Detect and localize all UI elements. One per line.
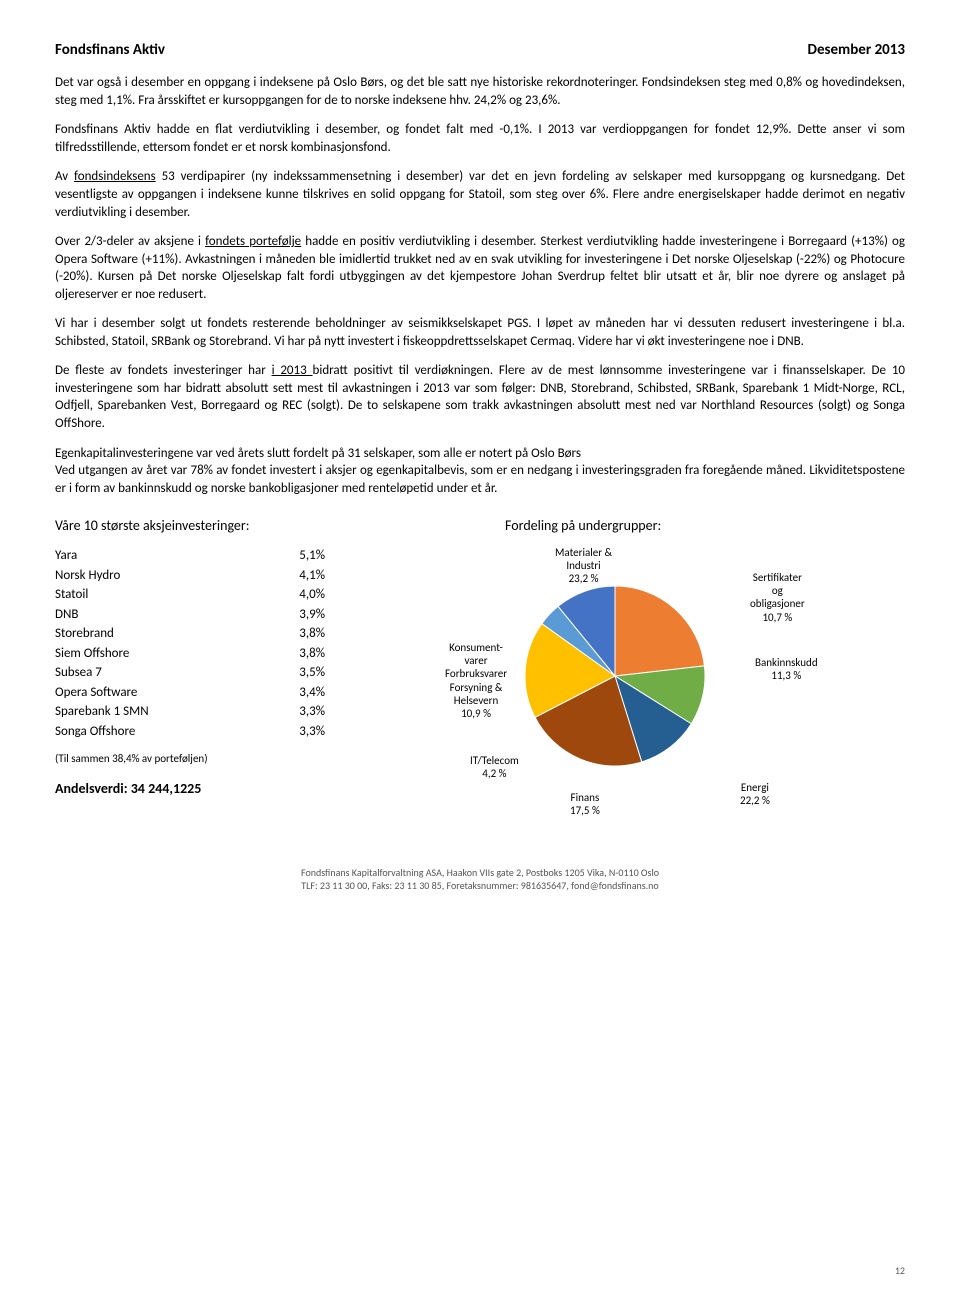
pie-label: Sertifikaterogobligasjoner10,7 % — [750, 571, 805, 624]
p3-post: 53 verdipapirer (ny indekssammensetning … — [55, 169, 905, 219]
footer-line1: Fondsfinans Kapitalforvaltning ASA, Haak… — [55, 866, 905, 879]
paragraph-3: Av fondsindeksens 53 verdipapirer (ny in… — [55, 168, 905, 221]
investment-pct: 4,0% — [243, 585, 355, 605]
pie-chart: Materialer &Industri23,2 % Sertifikaterog… — [395, 546, 835, 826]
investment-pct: 3,3% — [243, 702, 355, 722]
table-row: Yara5,1% — [55, 546, 355, 566]
investment-name: Opera Software — [55, 683, 243, 703]
pie-label: Finans17,5 % — [570, 791, 600, 817]
pie-label: Energi22,2 % — [740, 781, 770, 807]
investment-name: Yara — [55, 546, 243, 566]
investment-name: Norsk Hydro — [55, 566, 243, 586]
page-number: 12 — [895, 1264, 905, 1278]
pie-slice — [615, 586, 704, 676]
p3-pre: Av — [55, 169, 74, 184]
paragraph-5: Vi har i desember solgt ut fondets reste… — [55, 315, 905, 350]
p3-underline: fondsindeksens — [74, 169, 156, 184]
footer-line2: TLF: 23 11 30 00, Faks: 23 11 30 85, For… — [55, 879, 905, 892]
investment-name: Siem Offshore — [55, 644, 243, 664]
investment-name: DNB — [55, 605, 243, 625]
data-section: Våre 10 største aksjeinvesteringer: Yara… — [55, 517, 905, 826]
paragraph-2: Fondsfinans Aktiv hadde en flat verdiutv… — [55, 121, 905, 156]
investment-name: Statoil — [55, 585, 243, 605]
paragraph-6: De fleste av fondets investeringer har i… — [55, 362, 905, 432]
investment-pct: 5,1% — [243, 546, 355, 566]
table-row: Sparebank 1 SMN3,3% — [55, 702, 355, 722]
investment-pct: 3,4% — [243, 683, 355, 703]
investment-pct: 3,8% — [243, 644, 355, 664]
page-header: Fondsfinans Aktiv Desember 2013 — [55, 40, 905, 60]
pie-svg — [515, 576, 715, 776]
page-footer: Fondsfinans Kapitalforvaltning ASA, Haak… — [55, 866, 905, 892]
investments-note: (Til sammen 38,4% av porteføljen) — [55, 752, 355, 767]
investment-name: Sparebank 1 SMN — [55, 702, 243, 722]
investment-pct: 4,1% — [243, 566, 355, 586]
doc-date: Desember 2013 — [808, 40, 905, 60]
p6-underline: i 2013 — [272, 363, 313, 378]
pie-column: Fordeling på undergrupper: Materialer &I… — [395, 517, 905, 826]
investments-table: Yara5,1%Norsk Hydro4,1%Statoil4,0%DNB3,9… — [55, 546, 355, 741]
pie-label: IT/Telecom4,2 % — [470, 754, 519, 780]
investments-column: Våre 10 største aksjeinvesteringer: Yara… — [55, 517, 355, 826]
paragraph-7: Egenkapitalinvesteringene var ved årets … — [55, 445, 905, 463]
investment-name: Storebrand — [55, 624, 243, 644]
p6-pre: De fleste av fondets investeringer har — [55, 363, 272, 378]
investment-pct: 3,5% — [243, 663, 355, 683]
p4-underline: fondets portefølje — [205, 234, 301, 249]
doc-title: Fondsfinans Aktiv — [55, 40, 165, 60]
table-row: Opera Software3,4% — [55, 683, 355, 703]
pie-label: Konsument-varerForbruksvarerForsyning &H… — [445, 641, 507, 720]
investment-pct: 3,9% — [243, 605, 355, 625]
paragraph-1: Det var også i desember en oppgang i ind… — [55, 74, 905, 109]
table-row: Siem Offshore3,8% — [55, 644, 355, 664]
pie-label: Bankinnskudd11,3 % — [755, 656, 818, 682]
paragraph-8: Ved utgangen av året var 78% av fondet i… — [55, 462, 905, 497]
paragraph-4: Over 2/3-deler av aksjene i fondets port… — [55, 233, 905, 303]
table-row: Subsea 73,5% — [55, 663, 355, 683]
table-row: Songa Offshore3,3% — [55, 722, 355, 742]
investments-title: Våre 10 største aksjeinvesteringer: — [55, 517, 355, 536]
table-row: Statoil4,0% — [55, 585, 355, 605]
table-row: Storebrand3,8% — [55, 624, 355, 644]
investment-name: Subsea 7 — [55, 663, 243, 683]
table-row: Norsk Hydro4,1% — [55, 566, 355, 586]
investment-pct: 3,3% — [243, 722, 355, 742]
investment-pct: 3,8% — [243, 624, 355, 644]
pie-title: Fordeling på undergrupper: — [505, 517, 905, 536]
pie-label: Materialer &Industri23,2 % — [555, 546, 612, 586]
p4-pre: Over 2/3-deler av aksjene i — [55, 234, 205, 249]
andelsverdi: Andelsverdi: 34 244,1225 — [55, 780, 355, 799]
table-row: DNB3,9% — [55, 605, 355, 625]
investment-name: Songa Offshore — [55, 722, 243, 742]
